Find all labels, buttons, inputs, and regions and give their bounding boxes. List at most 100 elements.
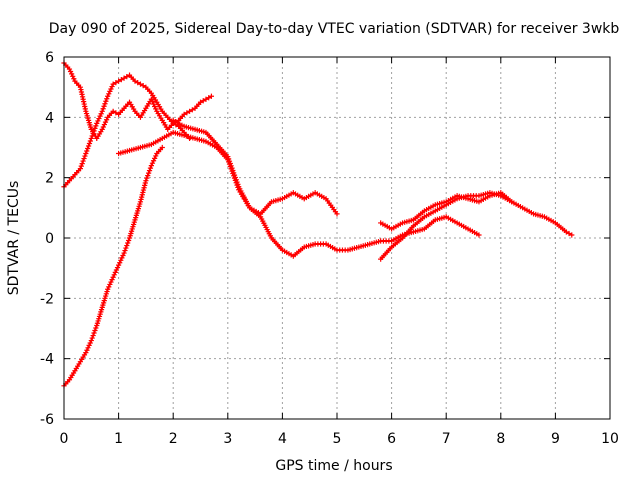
x-tick-label: 6 [387, 431, 396, 447]
data-point [153, 153, 159, 159]
data-point [94, 120, 100, 126]
data-point [563, 229, 569, 235]
data-point [111, 272, 117, 278]
data-point [84, 347, 90, 353]
data-point [186, 108, 193, 114]
x-tick-label: 2 [169, 431, 178, 447]
chart-title: Day 090 of 2025, Sidereal Day-to-day VTE… [49, 21, 620, 37]
data-point [159, 144, 165, 151]
data-point [97, 113, 103, 119]
data-point [101, 121, 108, 128]
data-point [85, 143, 92, 149]
data-point [89, 133, 95, 139]
data-point [100, 124, 106, 130]
series-track-g [378, 190, 515, 232]
data-point [100, 106, 106, 112]
data-point [80, 158, 86, 164]
data-point [77, 166, 83, 172]
data-point [122, 247, 128, 254]
data-point [104, 96, 110, 102]
data-point [145, 173, 151, 179]
data-point [566, 230, 572, 237]
data-point [90, 130, 96, 137]
data-point [140, 187, 147, 193]
x-tick-label: 10 [601, 431, 619, 447]
data-point [99, 126, 105, 132]
data-point [123, 245, 129, 251]
data-point [148, 163, 154, 169]
data-point [86, 342, 92, 348]
data-point [108, 279, 114, 285]
data-point [113, 110, 119, 116]
data-point [334, 211, 340, 217]
data-point [92, 327, 98, 334]
data-point [90, 332, 96, 339]
y-tick-label: 2 [45, 171, 54, 187]
data-point [107, 281, 113, 288]
data-point [152, 103, 158, 110]
data-point [88, 337, 94, 344]
data-point [92, 125, 98, 131]
data-point [200, 98, 206, 104]
data-point [203, 96, 209, 102]
series-track-a [61, 60, 215, 142]
data-point [102, 119, 109, 125]
data-point [152, 155, 158, 161]
y-tick-label: -2 [40, 291, 54, 307]
data-point [197, 99, 204, 105]
data-point [137, 81, 144, 87]
data-point [114, 264, 121, 271]
data-point [88, 135, 94, 142]
data-series [61, 60, 575, 389]
data-point [150, 101, 157, 107]
data-point [126, 237, 132, 244]
x-tick-label: 8 [496, 431, 505, 447]
data-point [79, 160, 85, 167]
data-point [142, 180, 148, 186]
data-point [148, 96, 154, 102]
data-point [91, 128, 97, 134]
data-point [144, 175, 150, 181]
data-point [110, 108, 116, 114]
data-point [101, 103, 107, 109]
data-point [117, 260, 123, 266]
data-point [116, 78, 122, 84]
data-point [78, 163, 84, 169]
data-point [89, 335, 95, 341]
data-point [83, 150, 89, 157]
data-point [69, 71, 75, 77]
data-point [153, 106, 159, 112]
data-point [146, 168, 153, 174]
x-tick-label: 0 [60, 431, 69, 447]
data-point [124, 74, 130, 80]
data-point [116, 262, 122, 268]
data-point [105, 286, 111, 292]
data-point [121, 250, 127, 256]
data-point [149, 99, 156, 105]
x-axis-label: GPS time / hours [275, 458, 392, 474]
data-point [109, 83, 115, 90]
data-point [149, 160, 156, 166]
data-point [110, 274, 116, 280]
data-point [142, 182, 148, 188]
data-point [84, 148, 90, 154]
data-point [105, 93, 111, 99]
data-point [71, 76, 77, 82]
data-point [509, 199, 515, 205]
data-point [113, 80, 119, 86]
data-point [143, 178, 149, 184]
data-point [125, 240, 131, 246]
series-track-e [170, 117, 482, 259]
y-tick-label: 6 [45, 50, 54, 66]
x-tick-label: 5 [333, 431, 342, 447]
data-point [569, 232, 575, 238]
data-point [99, 108, 105, 114]
data-point [132, 78, 138, 84]
data-point [138, 196, 144, 203]
x-tick-label: 9 [551, 431, 560, 447]
data-point [120, 252, 126, 259]
data-point [103, 117, 110, 123]
data-point [67, 68, 74, 75]
data-point [109, 277, 115, 283]
series-track-c [61, 144, 165, 389]
